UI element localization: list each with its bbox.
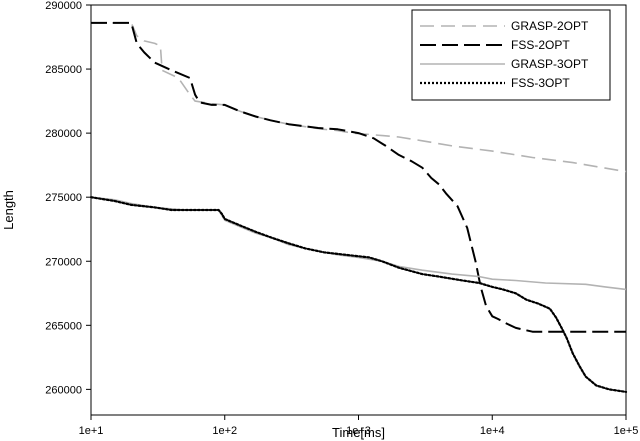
series-line-fss-3opt bbox=[89, 196, 628, 393]
y-tick-label: 270000 bbox=[45, 256, 82, 268]
y-tick-label: 285000 bbox=[45, 64, 82, 76]
y-tick-label: 275000 bbox=[45, 192, 82, 204]
series-line-fss-2opt bbox=[91, 21, 626, 333]
y-tick-label: 265000 bbox=[45, 320, 82, 332]
x-tick-label: 1e+1 bbox=[79, 425, 104, 437]
y-tick-label: 280000 bbox=[45, 128, 82, 140]
legend-label: FSS-3OPT bbox=[511, 76, 570, 90]
legend-label: FSS-2OPT bbox=[511, 38, 570, 52]
legend-label: GRASP-3OPT bbox=[511, 57, 589, 71]
x-tick-label: 1e+2 bbox=[212, 425, 237, 437]
x-tick-label: 1e+3 bbox=[346, 425, 371, 437]
legend: GRASP-2OPT FSS-2OPT GRASP-3OPT FSS-3OPT bbox=[411, 9, 611, 101]
axes: 260000 265000 270000 275000 280000 285000 2900… bbox=[45, 0, 638, 437]
x-axis-title: Time[ms] bbox=[332, 425, 385, 440]
y-axis-title: Length bbox=[1, 190, 16, 230]
series-line-grasp-2opt bbox=[91, 22, 627, 173]
y-tick-label: 260000 bbox=[45, 384, 82, 396]
plot-area-series bbox=[89, 21, 628, 393]
x-tick-label: 1e+5 bbox=[614, 425, 639, 437]
x-tick-label: 1e+4 bbox=[480, 425, 505, 437]
y-tick-label: 290000 bbox=[45, 0, 82, 12]
legend-label: GRASP-2OPT bbox=[511, 19, 589, 33]
legend-box bbox=[411, 9, 611, 101]
